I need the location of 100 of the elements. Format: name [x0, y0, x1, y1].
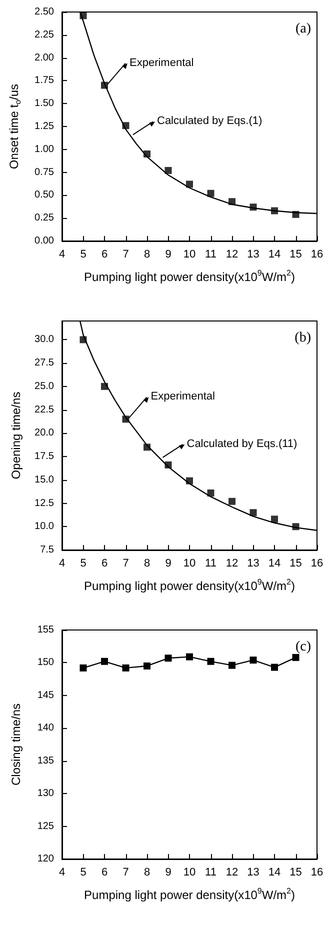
point: [207, 190, 214, 197]
y-tick-label: 2.50: [34, 6, 54, 18]
point: [228, 498, 236, 505]
point: [80, 664, 87, 672]
y-tick-label: 155: [37, 624, 54, 636]
x-tick-label: 14: [268, 248, 281, 260]
y-tick-label: 1.50: [34, 98, 54, 110]
annotation: (a): [295, 22, 312, 36]
x-tick-label: 14: [268, 866, 281, 878]
y-tick-label: 1.75: [34, 75, 54, 86]
x-tick-label: 15: [290, 248, 302, 260]
y-tick-label: 12.5: [34, 498, 54, 509]
point: [271, 664, 278, 671]
x-tick-label: 7: [122, 558, 129, 570]
point: [228, 662, 236, 669]
y-tick-label: 0.50: [34, 190, 54, 201]
point: [122, 122, 130, 130]
point: [80, 336, 87, 344]
x-tick-label: 6: [101, 866, 108, 878]
x-tick-label: 7: [122, 248, 129, 260]
y-tick-label: 140: [37, 722, 54, 734]
annotation: Experimental: [150, 390, 215, 403]
x-tick-label: 8: [144, 558, 150, 570]
y-tick-label: 120: [37, 854, 54, 864]
x-tick-label: 11: [205, 558, 216, 570]
y-tick-label: 1.00: [34, 144, 54, 155]
x-tick-label: 9: [165, 248, 172, 260]
point: [144, 662, 150, 670]
x-tick-label: 16: [310, 866, 324, 878]
x-tick-label: 4: [58, 248, 66, 260]
x-tick-label: 10: [183, 248, 196, 260]
point: [164, 654, 172, 662]
x-tick-label: 10: [183, 558, 196, 570]
y-tick-label: 130: [37, 788, 54, 800]
x-tick-label: 7: [122, 866, 129, 878]
y-tick-label: 1.25: [34, 121, 54, 132]
x-tick-label: 4: [58, 866, 66, 878]
point: [164, 461, 172, 468]
point: [186, 477, 193, 484]
x-tick-label: 6: [101, 248, 108, 260]
point: [271, 516, 278, 523]
y-tick-label: 0.75: [34, 166, 54, 178]
y-tick-label: 27.5: [34, 358, 54, 369]
x-tick-label: 10: [183, 866, 196, 878]
point: [292, 210, 300, 218]
point: [186, 653, 193, 660]
y-tick-label: 0.25: [34, 212, 54, 224]
x-tick-label: 9: [165, 866, 172, 878]
annotation: Experimental: [130, 56, 194, 69]
x-tick-label: 13: [247, 248, 260, 260]
x-tick-label: 4: [58, 558, 66, 570]
y-tick-label: 15.0: [34, 474, 54, 486]
y-tick-label: 25.0: [34, 380, 54, 392]
x-tick-label: 8: [144, 866, 150, 878]
x-tick-label: 12: [226, 558, 238, 570]
x-tick-label: 16: [310, 558, 324, 570]
x-tick-label: 12: [226, 866, 238, 878]
point: [271, 207, 278, 214]
point: [228, 198, 236, 206]
point: [122, 664, 130, 672]
point: [207, 658, 214, 665]
annotation: (c): [295, 640, 312, 654]
point: [144, 150, 150, 158]
y-tick-label: 7.5: [40, 544, 54, 556]
y-axis-title: Closing time/ns: [9, 703, 23, 786]
point: [250, 656, 257, 664]
y-tick-label: 30.0: [34, 334, 54, 346]
point: [207, 489, 214, 496]
point: [122, 416, 130, 423]
point: [186, 180, 193, 188]
x-tick-label: 13: [247, 866, 260, 878]
annotation: Calculated by Eqs.(11): [186, 438, 298, 450]
y-tick-label: 10.0: [34, 521, 54, 532]
y-tick-label: 125: [37, 820, 54, 832]
annotation: (b): [294, 330, 312, 346]
x-tick-label: 12: [226, 248, 238, 260]
y-axis-title: Onset time to/us: [7, 84, 22, 170]
point: [144, 444, 150, 451]
x-tick-label: 5: [80, 866, 86, 878]
x-tick-label: 11: [205, 248, 216, 260]
point: [80, 12, 87, 20]
x-tick-label: 11: [205, 866, 216, 878]
x-tick-label: 9: [165, 558, 172, 570]
y-tick-label: 135: [37, 755, 54, 766]
x-tick-label: 14: [268, 558, 281, 570]
y-tick-label: 150: [37, 657, 54, 668]
point: [250, 204, 257, 211]
point: [164, 166, 172, 174]
x-tick-label: 16: [310, 248, 324, 260]
y-tick-label: 2.25: [34, 29, 54, 40]
x-tick-label: 5: [80, 558, 86, 570]
x-tick-label: 13: [247, 558, 260, 570]
x-tick-label: 6: [101, 558, 108, 570]
annotation: Calculated by Eqs.(1): [157, 115, 262, 128]
x-tick-label: 5: [80, 248, 86, 260]
y-tick-label: 20.0: [34, 428, 54, 439]
point: [292, 654, 300, 661]
y-tick-label: 2.00: [34, 52, 54, 64]
point: [292, 523, 300, 530]
y-tick-label: 17.5: [34, 451, 54, 462]
